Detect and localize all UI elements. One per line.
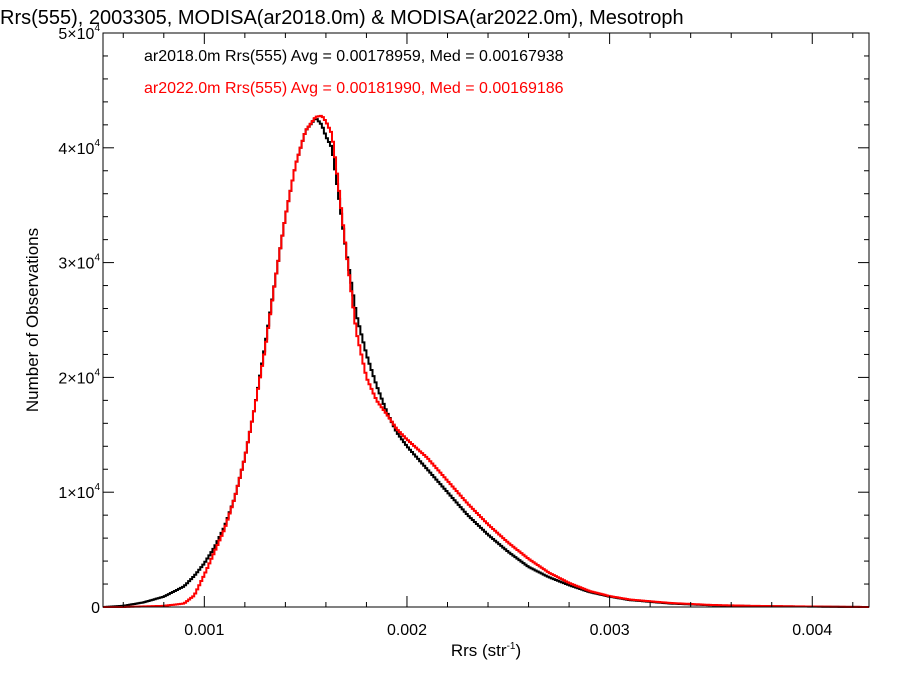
axis-ticks: 0.001 0.002 0.003 0.004 0 1×104 2×104 3×104 4×10… — [58, 23, 869, 639]
plot-area — [103, 114, 869, 608]
x-tick-label: 0.002 — [387, 622, 427, 639]
x-tick-label: 0.003 — [590, 622, 630, 639]
y-tick-label: 0 — [91, 600, 100, 617]
series-line-ar2022.0m — [103, 114, 869, 608]
plot-frame — [102, 32, 870, 608]
x-axis-label: Rrs (str-1) — [451, 641, 521, 660]
y-axis-label: Number of Observations — [23, 228, 42, 412]
y-tick-label: 3×104 — [58, 253, 100, 273]
legend-entry-ar2022: ar2022.0m Rrs(555) Avg = 0.00181990, Med… — [144, 80, 564, 97]
y-tick-label: 5×104 — [58, 23, 100, 43]
legend-entry-ar2018: ar2018.0m Rrs(555) Avg = 0.00178959, Med… — [144, 48, 564, 65]
chart-title: Rrs(555), 2003305, MODISA(ar2018.0m) & M… — [0, 7, 684, 29]
x-tick-label: 0.001 — [184, 622, 224, 639]
series-line-ar2018.0m — [103, 118, 869, 608]
x-tick-label: 0.004 — [792, 622, 832, 639]
y-tick-label: 1×104 — [58, 482, 100, 502]
y-tick-label: 2×104 — [58, 367, 100, 387]
y-tick-label: 4×104 — [58, 138, 100, 158]
